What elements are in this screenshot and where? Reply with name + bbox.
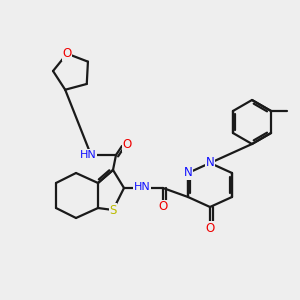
Text: HN: HN [80, 150, 96, 160]
Text: N: N [206, 157, 214, 169]
Text: S: S [109, 203, 117, 217]
Text: O: O [62, 47, 72, 60]
Text: O: O [158, 200, 168, 214]
Text: HN: HN [134, 182, 150, 192]
Text: O: O [122, 139, 132, 152]
Text: O: O [206, 221, 214, 235]
Text: N: N [184, 167, 192, 179]
